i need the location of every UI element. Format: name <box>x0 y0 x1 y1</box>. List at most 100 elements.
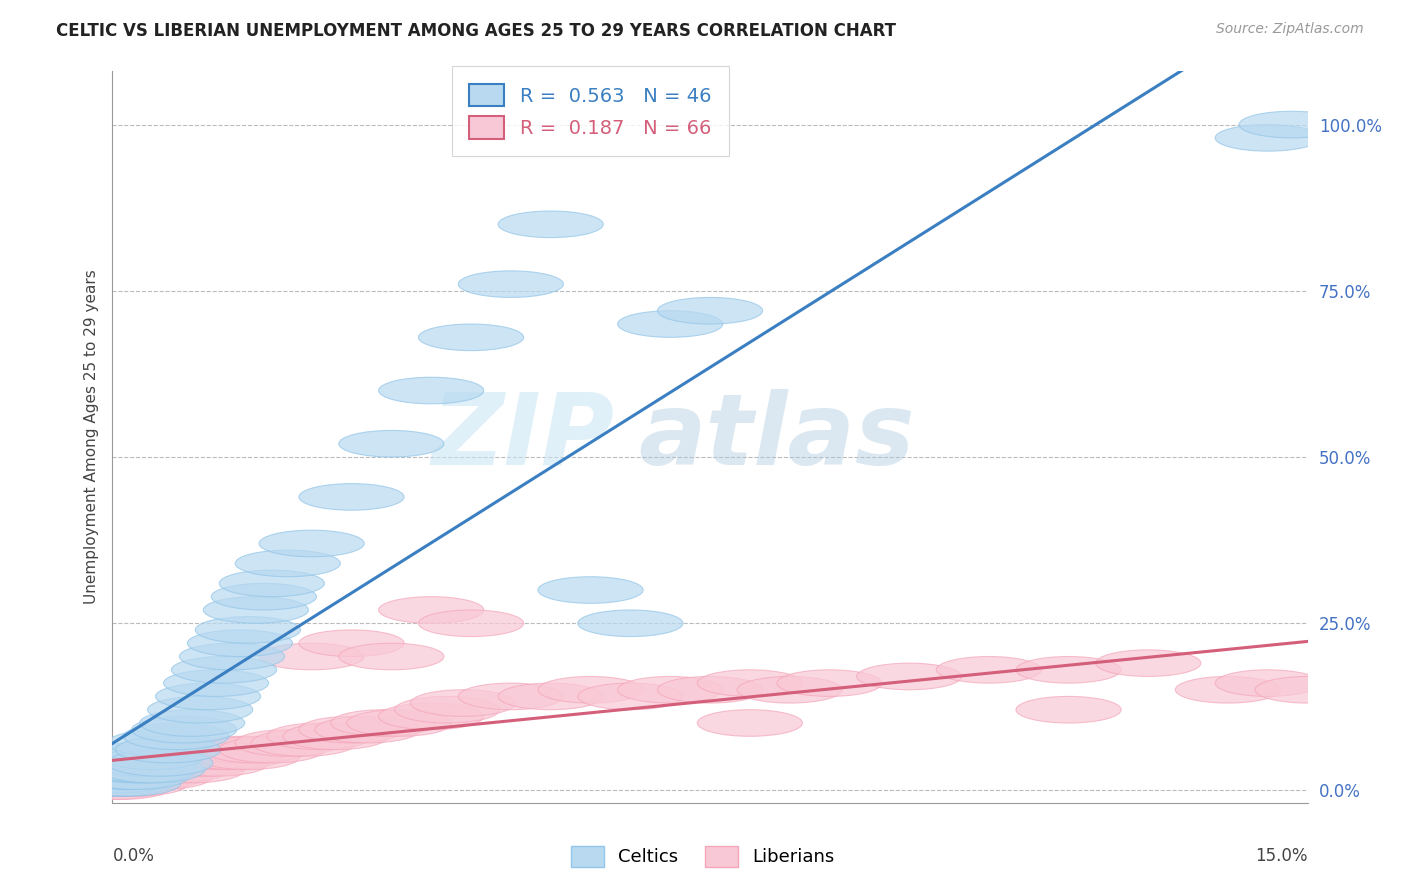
Ellipse shape <box>124 723 229 749</box>
Ellipse shape <box>148 697 253 723</box>
Ellipse shape <box>132 716 236 743</box>
Ellipse shape <box>84 766 188 793</box>
Ellipse shape <box>378 703 484 730</box>
Ellipse shape <box>395 697 499 723</box>
Ellipse shape <box>617 310 723 337</box>
Ellipse shape <box>538 676 643 703</box>
Text: CELTIC VS LIBERIAN UNEMPLOYMENT AMONG AGES 25 TO 29 YEARS CORRELATION CHART: CELTIC VS LIBERIAN UNEMPLOYMENT AMONG AG… <box>56 22 896 40</box>
Ellipse shape <box>60 763 165 789</box>
Text: Source: ZipAtlas.com: Source: ZipAtlas.com <box>1216 22 1364 37</box>
Ellipse shape <box>76 770 181 797</box>
Ellipse shape <box>339 643 444 670</box>
Ellipse shape <box>163 670 269 697</box>
Ellipse shape <box>180 743 284 770</box>
Ellipse shape <box>259 530 364 557</box>
Ellipse shape <box>67 766 173 793</box>
Ellipse shape <box>339 431 444 457</box>
Ellipse shape <box>91 756 197 783</box>
Ellipse shape <box>658 297 762 324</box>
Ellipse shape <box>1215 125 1320 151</box>
Ellipse shape <box>84 770 188 797</box>
Ellipse shape <box>378 377 484 404</box>
Ellipse shape <box>67 763 173 789</box>
Text: ZIP: ZIP <box>432 389 614 485</box>
Ellipse shape <box>187 736 292 763</box>
Ellipse shape <box>211 583 316 610</box>
Ellipse shape <box>315 716 420 743</box>
Ellipse shape <box>60 770 165 797</box>
Ellipse shape <box>204 736 308 763</box>
Ellipse shape <box>419 610 523 637</box>
Ellipse shape <box>76 766 181 793</box>
Ellipse shape <box>378 597 484 624</box>
Ellipse shape <box>67 772 173 799</box>
Ellipse shape <box>299 630 404 657</box>
Ellipse shape <box>330 710 436 736</box>
Ellipse shape <box>60 772 165 799</box>
Ellipse shape <box>100 763 205 789</box>
Ellipse shape <box>299 716 404 743</box>
Ellipse shape <box>91 756 197 783</box>
Ellipse shape <box>936 657 1042 683</box>
Ellipse shape <box>108 749 212 776</box>
Ellipse shape <box>91 763 197 789</box>
Ellipse shape <box>1175 676 1281 703</box>
Ellipse shape <box>252 730 356 756</box>
Ellipse shape <box>108 730 212 756</box>
Ellipse shape <box>67 766 173 793</box>
Ellipse shape <box>84 763 188 789</box>
Legend: Celtics, Liberians: Celtics, Liberians <box>564 838 842 874</box>
Ellipse shape <box>148 749 253 776</box>
Ellipse shape <box>187 630 292 657</box>
Ellipse shape <box>91 749 197 776</box>
Ellipse shape <box>235 550 340 577</box>
Ellipse shape <box>84 743 188 770</box>
Legend: R =  0.563   N = 46, R =  0.187   N = 66: R = 0.563 N = 46, R = 0.187 N = 66 <box>451 66 730 156</box>
Ellipse shape <box>219 736 325 763</box>
Ellipse shape <box>84 763 188 789</box>
Ellipse shape <box>737 676 842 703</box>
Ellipse shape <box>76 763 181 789</box>
Ellipse shape <box>267 723 373 749</box>
Ellipse shape <box>67 770 173 797</box>
Ellipse shape <box>76 749 181 776</box>
Ellipse shape <box>60 763 165 789</box>
Ellipse shape <box>115 756 221 783</box>
Ellipse shape <box>347 710 451 736</box>
Ellipse shape <box>219 570 325 597</box>
Ellipse shape <box>1017 657 1121 683</box>
Ellipse shape <box>76 763 181 789</box>
Text: 0.0%: 0.0% <box>112 847 155 864</box>
Ellipse shape <box>498 211 603 237</box>
Ellipse shape <box>299 483 404 510</box>
Ellipse shape <box>156 683 260 710</box>
Ellipse shape <box>67 763 173 789</box>
Ellipse shape <box>156 743 260 770</box>
Ellipse shape <box>658 676 762 703</box>
Ellipse shape <box>204 597 308 624</box>
Ellipse shape <box>108 763 212 789</box>
Ellipse shape <box>283 723 388 749</box>
Ellipse shape <box>697 710 803 736</box>
Ellipse shape <box>578 610 683 637</box>
Ellipse shape <box>259 643 364 670</box>
Ellipse shape <box>67 770 173 797</box>
Ellipse shape <box>411 690 516 716</box>
Ellipse shape <box>697 670 803 697</box>
Ellipse shape <box>139 710 245 736</box>
Ellipse shape <box>84 756 188 783</box>
Ellipse shape <box>172 743 277 770</box>
Ellipse shape <box>108 749 212 776</box>
Text: atlas: atlas <box>638 389 915 485</box>
Ellipse shape <box>235 730 340 756</box>
Ellipse shape <box>124 756 229 783</box>
Ellipse shape <box>172 657 277 683</box>
Ellipse shape <box>115 736 221 763</box>
Ellipse shape <box>67 756 173 783</box>
Ellipse shape <box>1215 670 1320 697</box>
Ellipse shape <box>1095 650 1201 676</box>
Ellipse shape <box>132 749 236 776</box>
Ellipse shape <box>180 643 284 670</box>
Ellipse shape <box>139 756 245 783</box>
Ellipse shape <box>100 743 205 770</box>
